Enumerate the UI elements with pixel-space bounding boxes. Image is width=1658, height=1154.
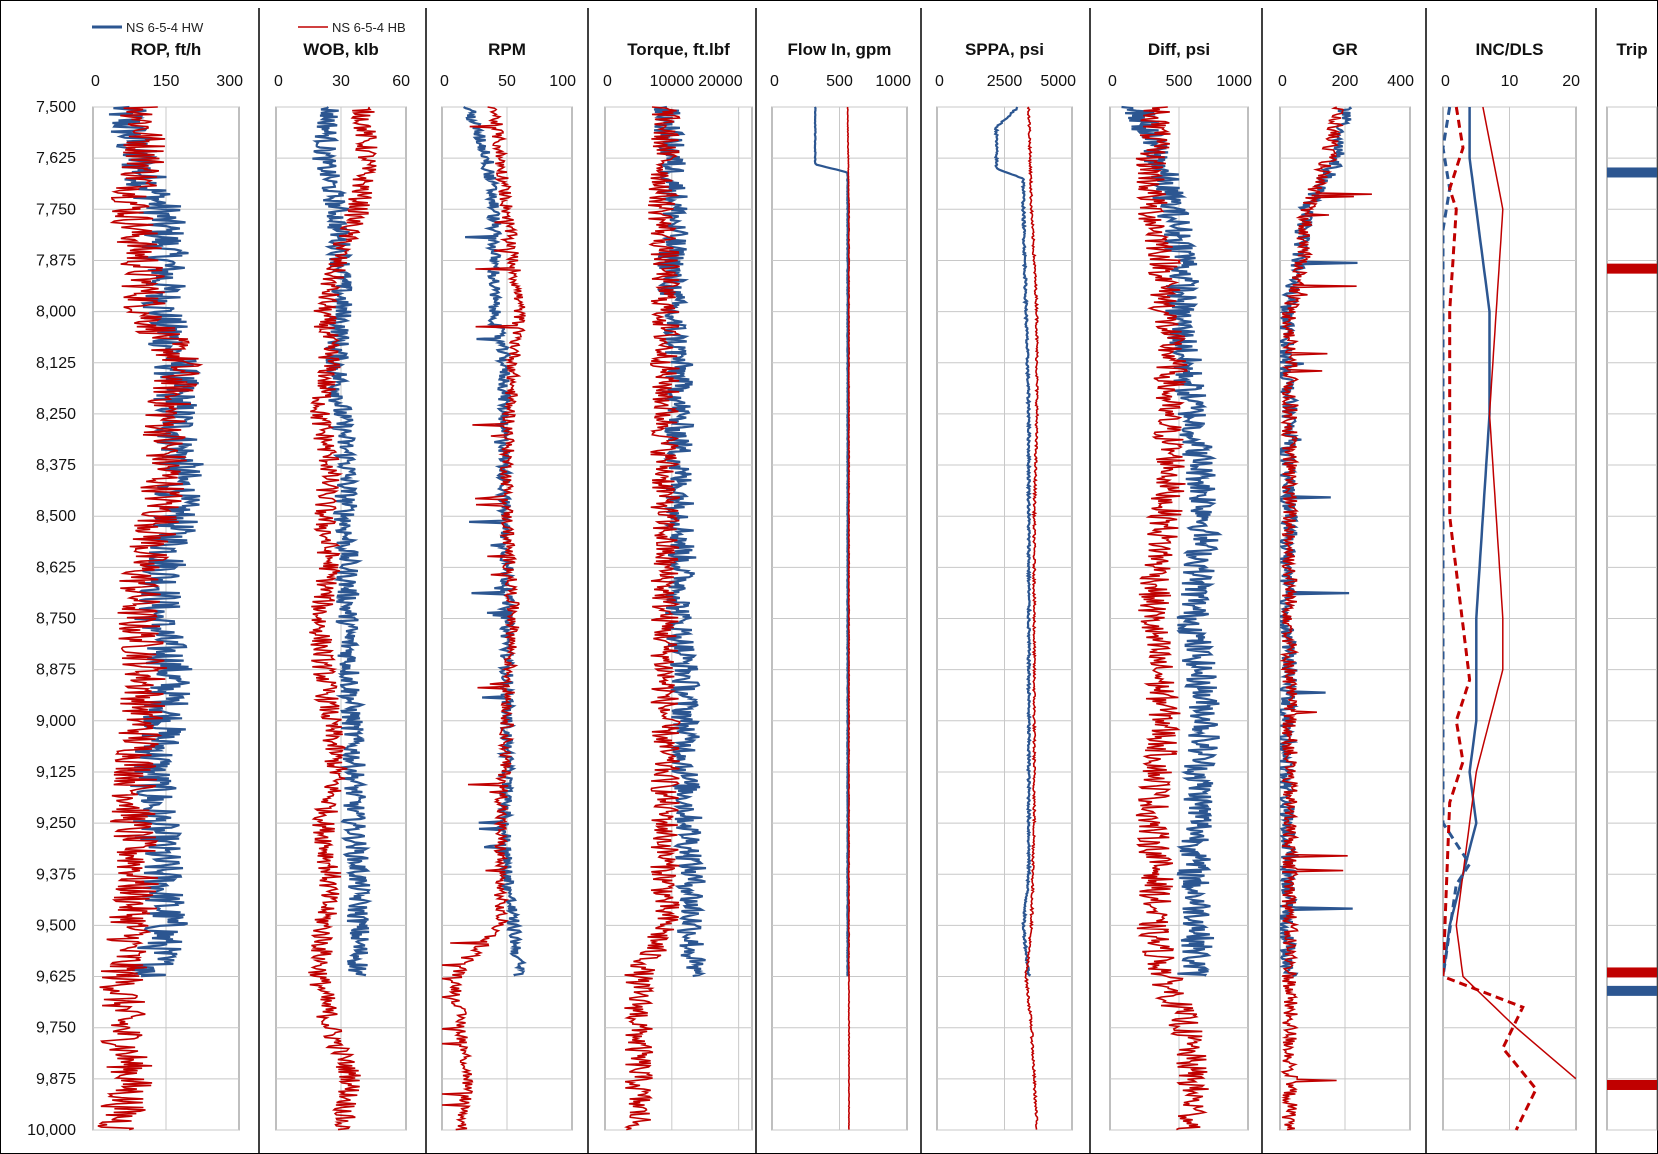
track-trip: Trip: [1606, 40, 1658, 1131]
x-tick-label: 0: [603, 73, 612, 90]
depth-tick-label: 9,000: [36, 713, 76, 730]
series-line-ns-6-5-4-hw: [993, 106, 1033, 977]
trip-marker: [1607, 985, 1657, 996]
track-title: WOB, klb: [303, 40, 379, 59]
track-title: ROP, ft/h: [131, 40, 202, 59]
depth-tick-label: 8,625: [36, 559, 76, 576]
x-tick-label: 1000: [875, 73, 911, 90]
x-tick-label: 10: [1501, 73, 1519, 90]
series-line-ns-6-5-4-hw-inc: [1443, 107, 1491, 977]
depth-axis: 7,500 7,625 7,750 7,875 8,000 8,125 8,250 8,375…: [27, 99, 76, 1139]
track-rpm: RPM 0 50 100: [440, 40, 576, 1131]
depth-tick-label: 7,625: [36, 150, 76, 167]
track-rop-ft-h: ROP, ft/h 0 150 300: [91, 40, 243, 1131]
x-tick-label: 150: [153, 73, 180, 90]
track-diff-psi: Diff, psi 0 500 1000: [1108, 40, 1252, 1131]
series-line-ns-6-5-4-hb: [1023, 106, 1040, 1130]
series-line-ns-6-5-4-hb: [1280, 106, 1372, 1131]
x-tick-label: 50: [498, 73, 516, 90]
x-tick-label: 0: [440, 73, 449, 90]
track-flow-in-gpm: Flow In, gpm 0 500 1000: [770, 40, 911, 1131]
x-tick-label: 500: [826, 73, 853, 90]
x-tick-label: 0: [1441, 73, 1450, 90]
depth-tick-label: 8,375: [36, 457, 76, 474]
series-line-ns-6-5-4-hw: [1121, 105, 1223, 977]
depth-tick-label: 7,750: [36, 201, 76, 218]
x-tick-label: 100: [549, 73, 576, 90]
series-line-ns-6-5-4-hb-dls: [1443, 106, 1538, 1131]
track-gr: GR 0 200 400: [1278, 40, 1414, 1131]
depth-tick-label: 9,875: [36, 1071, 76, 1088]
depth-tick-label: 9,500: [36, 917, 76, 934]
x-tick-label: 500: [1166, 73, 1193, 90]
track-title: Flow In, gpm: [788, 40, 892, 59]
series-line-ns-6-5-4-hw: [813, 106, 850, 977]
depth-tick-label: 8,250: [36, 406, 76, 423]
track-inc-dls: INC/DLS 0 10 20: [1441, 40, 1580, 1131]
series-line-ns-6-5-4-hb: [442, 106, 527, 1131]
x-tick-label: 20000: [698, 73, 743, 90]
legend-label: NS 6-5-4 HB: [332, 20, 406, 35]
x-tick-label: 20: [1562, 73, 1580, 90]
series-line-ns-6-5-4-hw: [312, 106, 373, 977]
depth-tick-label: 9,750: [36, 1020, 76, 1037]
track-title: SPPA, psi: [965, 40, 1044, 59]
x-tick-label: 30: [332, 73, 350, 90]
series-line-ns-6-5-4-hb: [624, 106, 682, 1131]
depth-tick-label: 9,125: [36, 764, 76, 781]
depth-tick-label: 7,875: [36, 252, 76, 269]
series-line-ns-6-5-4-hb: [1135, 106, 1209, 1131]
track-title: INC/DLS: [1476, 40, 1544, 59]
trip-marker: [1607, 167, 1657, 178]
track-sppa-psi: SPPA, psi 0 2500 5000: [935, 40, 1076, 1131]
series-line-ns-6-5-4-hb-inc: [1455, 106, 1576, 1080]
depth-tick-label: 8,750: [36, 611, 76, 628]
track-title: Diff, psi: [1148, 40, 1210, 59]
trip-marker: [1607, 967, 1657, 978]
depth-tick-label: 8,500: [36, 508, 76, 525]
legend: NS 6-5-4 HW NS 6-5-4 HB: [92, 20, 406, 35]
x-tick-label: 1000: [1216, 73, 1252, 90]
series-line-ns-6-5-4-hb: [846, 106, 851, 1130]
series-line-ns-6-5-4-hb: [97, 106, 204, 1131]
x-tick-label: 0: [770, 73, 779, 90]
depth-tick-label: 9,250: [36, 815, 76, 832]
track-torque-ft-lbf: Torque, ft.lbf 0 10000 20000: [603, 40, 753, 1131]
x-tick-label: 200: [1332, 73, 1359, 90]
x-tick-label: 0: [274, 73, 283, 90]
depth-tick-label: 7,500: [36, 99, 76, 116]
trip-marker: [1607, 263, 1657, 274]
track-title: GR: [1332, 40, 1358, 59]
track-wob-klb: WOB, klb 0 30 60: [274, 40, 410, 1131]
depth-tick-label: 8,000: [36, 304, 76, 321]
track-title: Trip: [1616, 40, 1647, 59]
x-tick-label: 0: [1108, 73, 1117, 90]
x-tick-label: 0: [91, 73, 100, 90]
track-title: Torque, ft.lbf: [627, 40, 730, 59]
x-tick-label: 0: [1278, 73, 1287, 90]
depth-tick-label: 8,125: [36, 355, 76, 372]
x-tick-label: 0: [935, 73, 944, 90]
x-tick-label: 400: [1387, 73, 1414, 90]
x-tick-label: 60: [392, 73, 410, 90]
x-tick-label: 300: [216, 73, 243, 90]
trip-marker: [1607, 1079, 1657, 1090]
depth-tick-label: 9,375: [36, 866, 76, 883]
x-tick-label: 10000: [650, 73, 695, 90]
depth-tick-label: 10,000: [27, 1122, 76, 1139]
depth-tick-label: 8,875: [36, 662, 76, 679]
x-tick-label: 5000: [1040, 73, 1076, 90]
legend-label: NS 6-5-4 HW: [126, 20, 204, 35]
x-tick-label: 2500: [987, 73, 1023, 90]
series-line-ns-6-5-4-hb: [308, 106, 378, 1131]
track-title: RPM: [488, 40, 526, 59]
depth-tick-label: 9,625: [36, 969, 76, 986]
